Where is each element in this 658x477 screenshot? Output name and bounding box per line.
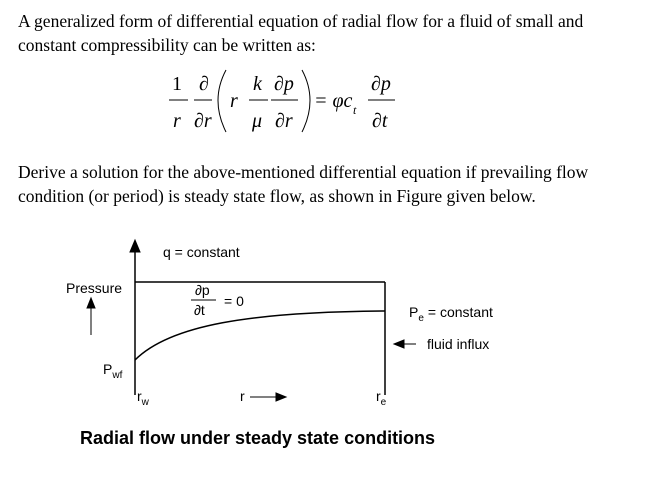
eq-text: ∂t [372, 110, 388, 132]
label: r [376, 388, 381, 404]
eq-text: = φc [314, 90, 353, 112]
caption: Radial flow under steady state condition… [80, 428, 435, 448]
label: r [137, 388, 142, 404]
label: Pe = constant [409, 304, 493, 324]
eq-text: ∂r [194, 110, 212, 132]
label: = constant [428, 304, 493, 320]
arrow [129, 238, 141, 253]
arrow [275, 392, 288, 402]
label: rw [137, 388, 150, 408]
label: q = constant [163, 244, 240, 260]
label: P [409, 304, 418, 320]
figure: q = constant Pressure ∂p ∂t = 0 Pe = cons… [66, 238, 493, 448]
label: ∂p [195, 282, 210, 298]
eq-text: r [173, 110, 181, 132]
eq-text: ∂r [275, 110, 293, 132]
label: w [141, 397, 150, 408]
task-paragraph: Derive a solution for the above-mentione… [18, 162, 589, 206]
eq-text: μ [251, 110, 262, 132]
paren [301, 69, 311, 133]
eq-text: ∂ [199, 73, 209, 95]
eq-text: 1 [172, 73, 182, 95]
paren [217, 69, 227, 133]
pressure-curve [134, 310, 386, 361]
eq-text: t [353, 103, 357, 117]
equation: 1 r ∂ ∂r r k μ ∂p ∂r = φc t ∂p ∂t [169, 69, 395, 133]
eq-text: r [230, 90, 238, 112]
label: e [418, 313, 424, 324]
arrow [392, 339, 405, 349]
label: Pwf [103, 361, 123, 381]
label: r [240, 388, 245, 404]
label: Pressure [66, 280, 122, 296]
label: wf [111, 370, 122, 381]
intro-paragraph: A generalized form of differential equat… [18, 11, 584, 55]
label: P [103, 361, 112, 377]
eq-text: ∂p [371, 73, 391, 95]
eq-text: ∂p [274, 73, 294, 95]
arrow [86, 296, 96, 309]
label: ∂t [194, 302, 205, 318]
eq-text: k [253, 73, 263, 95]
label: = 0 [224, 293, 244, 309]
label: re [376, 388, 387, 408]
label: fluid influx [427, 336, 489, 352]
label: e [381, 397, 387, 408]
